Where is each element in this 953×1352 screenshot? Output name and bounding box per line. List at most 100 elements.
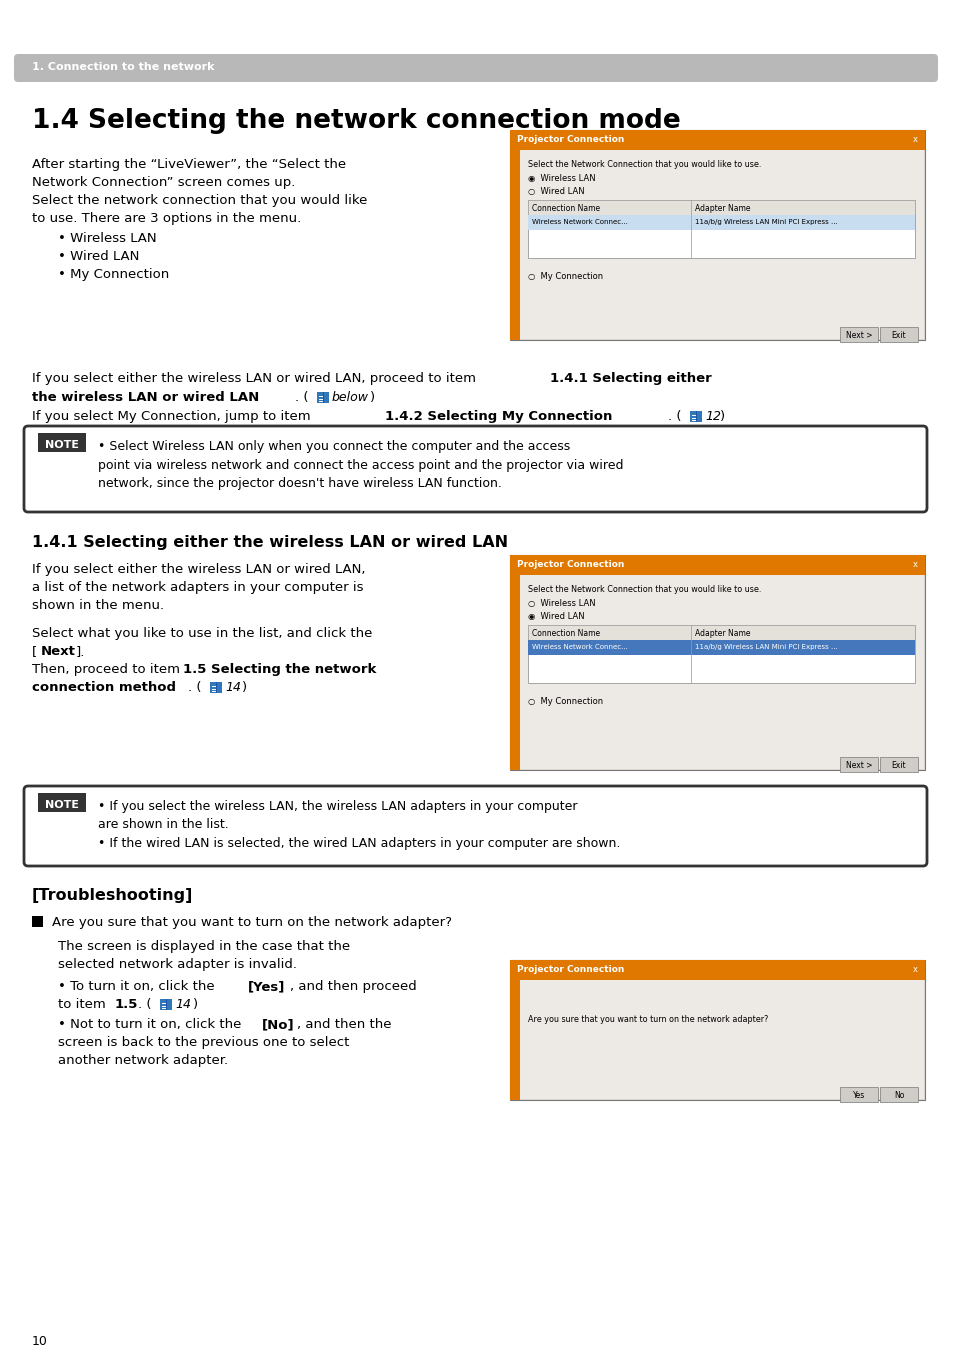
FancyBboxPatch shape	[696, 411, 697, 422]
FancyBboxPatch shape	[689, 411, 701, 422]
Text: ): )	[370, 391, 375, 404]
Text: ◉  Wireless LAN: ◉ Wireless LAN	[527, 174, 595, 183]
Text: Network Connection” screen comes up.: Network Connection” screen comes up.	[32, 176, 295, 189]
Text: 1.4.2 Selecting My Connection: 1.4.2 Selecting My Connection	[385, 410, 612, 423]
Text: 11a/b/g Wireless LAN Mini PCI Express ...: 11a/b/g Wireless LAN Mini PCI Express ..…	[694, 219, 837, 224]
FancyBboxPatch shape	[527, 625, 914, 639]
Text: to item: to item	[58, 998, 110, 1011]
Text: Are you sure that you want to turn on the network adapter?: Are you sure that you want to turn on th…	[52, 917, 452, 929]
Text: 14: 14	[225, 681, 241, 694]
FancyBboxPatch shape	[527, 639, 914, 654]
FancyBboxPatch shape	[510, 575, 519, 771]
FancyBboxPatch shape	[879, 327, 917, 342]
Text: x: x	[912, 560, 917, 569]
Text: Wireless Network Connec...: Wireless Network Connec...	[532, 219, 627, 224]
FancyBboxPatch shape	[323, 392, 324, 403]
Text: ○  Wired LAN: ○ Wired LAN	[527, 187, 584, 196]
FancyBboxPatch shape	[510, 130, 924, 339]
Text: Are you sure that you want to turn on the network adapter?: Are you sure that you want to turn on th…	[527, 1015, 767, 1023]
Text: ○  My Connection: ○ My Connection	[527, 698, 602, 706]
FancyBboxPatch shape	[510, 130, 924, 150]
Text: Wireless Network Connec...: Wireless Network Connec...	[532, 644, 627, 650]
FancyBboxPatch shape	[316, 392, 329, 403]
Text: 10: 10	[32, 1334, 48, 1348]
Text: • My Connection: • My Connection	[58, 268, 169, 281]
Text: Next: Next	[41, 645, 76, 658]
Text: x: x	[912, 135, 917, 145]
Text: Then, proceed to item: Then, proceed to item	[32, 662, 184, 676]
Text: After starting the “LiveViewer”, the “Select the: After starting the “LiveViewer”, the “Se…	[32, 158, 346, 170]
FancyBboxPatch shape	[166, 999, 168, 1010]
Text: [No]: [No]	[262, 1018, 294, 1032]
FancyBboxPatch shape	[38, 794, 86, 813]
Text: . (: . (	[138, 998, 152, 1011]
Text: • Not to turn it on, click the: • Not to turn it on, click the	[58, 1018, 245, 1032]
FancyBboxPatch shape	[510, 960, 924, 1101]
Text: Yes: Yes	[852, 1091, 864, 1101]
Text: ○  Wireless LAN: ○ Wireless LAN	[527, 599, 595, 608]
FancyBboxPatch shape	[510, 150, 924, 339]
FancyBboxPatch shape	[840, 1087, 877, 1102]
FancyBboxPatch shape	[510, 556, 924, 575]
FancyBboxPatch shape	[24, 426, 926, 512]
Text: Select the Network Connection that you would like to use.: Select the Network Connection that you w…	[527, 160, 760, 169]
Text: x: x	[912, 965, 917, 973]
FancyBboxPatch shape	[32, 917, 43, 927]
Text: Exit: Exit	[891, 761, 905, 771]
Text: screen is back to the previous one to select: screen is back to the previous one to se…	[58, 1036, 349, 1049]
Text: a list of the network adapters in your computer is: a list of the network adapters in your c…	[32, 581, 363, 594]
Text: Next >: Next >	[845, 761, 871, 771]
FancyBboxPatch shape	[510, 556, 924, 771]
FancyBboxPatch shape	[510, 980, 519, 1101]
Text: [Yes]: [Yes]	[248, 980, 285, 992]
Text: connection method: connection method	[32, 681, 175, 694]
Text: ): )	[242, 681, 247, 694]
FancyBboxPatch shape	[519, 150, 923, 339]
Text: 1.5 Selecting the network: 1.5 Selecting the network	[183, 662, 376, 676]
Text: 11a/b/g Wireless LAN Mini PCI Express ...: 11a/b/g Wireless LAN Mini PCI Express ..…	[694, 644, 837, 650]
Text: 1. Connection to the network: 1. Connection to the network	[32, 62, 214, 72]
Text: Projector Connection: Projector Connection	[517, 135, 623, 145]
FancyBboxPatch shape	[879, 757, 917, 772]
Text: [: [	[32, 645, 37, 658]
Text: the wireless LAN or wired LAN: the wireless LAN or wired LAN	[32, 391, 259, 404]
FancyBboxPatch shape	[24, 786, 926, 867]
FancyBboxPatch shape	[527, 625, 914, 683]
Text: Connection Name: Connection Name	[532, 204, 599, 214]
Text: another network adapter.: another network adapter.	[58, 1055, 228, 1067]
FancyBboxPatch shape	[510, 960, 924, 980]
Text: ].: ].	[76, 645, 85, 658]
Text: NOTE: NOTE	[45, 439, 79, 450]
FancyBboxPatch shape	[527, 200, 914, 258]
FancyBboxPatch shape	[519, 575, 923, 769]
Text: ○  My Connection: ○ My Connection	[527, 272, 602, 281]
Text: . (: . (	[294, 391, 308, 404]
Text: Adapter Name: Adapter Name	[694, 629, 749, 638]
Text: ): )	[193, 998, 198, 1011]
Text: • Select Wireless LAN only when you connect the computer and the access
point vi: • Select Wireless LAN only when you conn…	[98, 439, 623, 489]
FancyBboxPatch shape	[527, 200, 914, 215]
Text: , and then the: , and then the	[296, 1018, 391, 1032]
Text: . (: . (	[188, 681, 201, 694]
Text: If you select My Connection, jump to item: If you select My Connection, jump to ite…	[32, 410, 314, 423]
Text: • Wireless LAN: • Wireless LAN	[58, 233, 156, 245]
FancyBboxPatch shape	[527, 215, 914, 230]
Text: . (: . (	[667, 410, 680, 423]
FancyBboxPatch shape	[14, 54, 937, 82]
Text: below: below	[332, 391, 369, 404]
Text: 1.4 Selecting the network connection mode: 1.4 Selecting the network connection mod…	[32, 108, 680, 134]
Text: 1.4.1 Selecting either: 1.4.1 Selecting either	[550, 372, 711, 385]
Text: 1.5: 1.5	[115, 998, 138, 1011]
Text: NOTE: NOTE	[45, 800, 79, 810]
Text: • To turn it on, click the: • To turn it on, click the	[58, 980, 218, 992]
Text: The screen is displayed in the case that the: The screen is displayed in the case that…	[58, 940, 350, 953]
FancyBboxPatch shape	[160, 999, 172, 1010]
Text: Projector Connection: Projector Connection	[517, 560, 623, 569]
Text: 14: 14	[174, 998, 191, 1011]
FancyBboxPatch shape	[215, 681, 217, 694]
FancyBboxPatch shape	[840, 327, 877, 342]
Text: Projector Connection: Projector Connection	[517, 965, 623, 973]
Text: selected network adapter is invalid.: selected network adapter is invalid.	[58, 959, 296, 971]
Text: Next >: Next >	[845, 331, 871, 339]
FancyBboxPatch shape	[840, 757, 877, 772]
